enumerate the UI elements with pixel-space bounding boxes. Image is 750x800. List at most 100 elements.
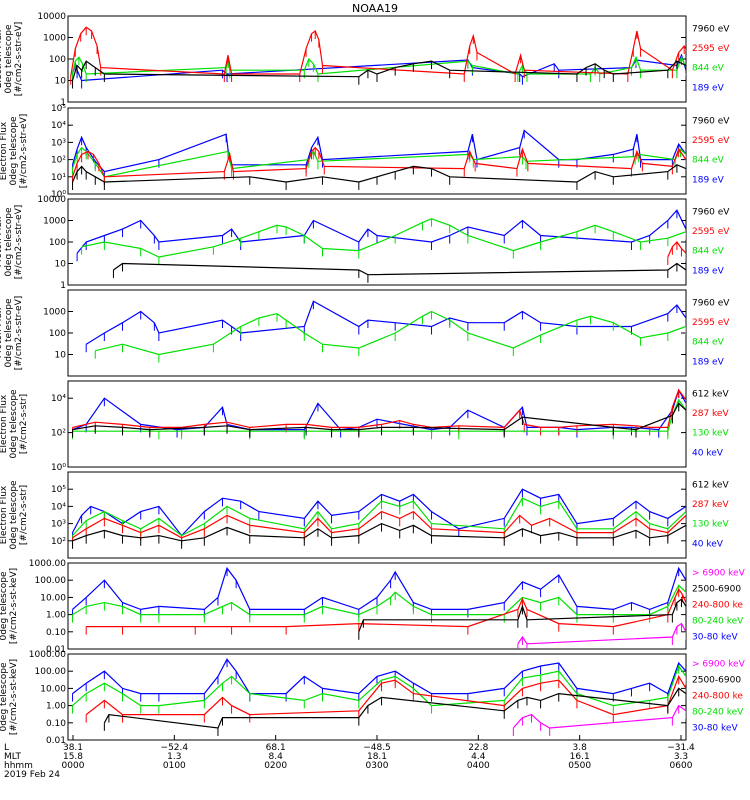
series-line-red xyxy=(72,510,686,539)
series-line-red xyxy=(85,675,686,716)
x-row-label: MLT xyxy=(4,752,22,762)
series-group xyxy=(72,388,686,440)
y-tick-label: 10.00 xyxy=(40,684,66,694)
y-tick-label: 10 xyxy=(55,260,67,270)
series-line-magenta xyxy=(517,622,686,645)
y-tick-label: 100 xyxy=(49,55,66,65)
series-line-black xyxy=(113,262,686,276)
legend-entry: 2595 eV xyxy=(692,136,730,146)
x-row-value: 4.4 xyxy=(471,752,486,762)
legend-entry: 189 eV xyxy=(692,357,725,367)
legend-entry: > 6900 keV xyxy=(692,569,746,579)
legend-entry: 189 eV xyxy=(692,175,725,185)
series-group xyxy=(76,209,686,283)
y-tick-label: 10⁵ xyxy=(51,104,66,114)
legend-entry: > 6900 keV xyxy=(692,660,746,670)
series-line-magenta xyxy=(512,704,686,729)
legend-entry: 612 keV xyxy=(692,481,729,491)
y-label-line: [#/cm2-s-st-keV] xyxy=(9,659,19,735)
legend-entry: 130 keV xyxy=(692,429,729,439)
y-label-line: Proton Flux xyxy=(0,307,4,358)
x-row-label: hhmm xyxy=(4,761,33,771)
legend-entry: 844 eV xyxy=(692,338,725,348)
y-tick-label: 10⁴ xyxy=(51,394,66,404)
legend-entry: 7960 eV xyxy=(692,117,730,127)
series-line-green xyxy=(95,310,686,356)
y-tick-label: 100 xyxy=(49,329,66,339)
y-label-line: Electron Flux xyxy=(0,394,9,453)
y-label-line: [#/cm2-s-st-keV] xyxy=(9,568,19,644)
legend-entry: 287 keV xyxy=(692,500,729,510)
legend-entry: 240-800 ke xyxy=(692,692,743,702)
x-row-label: L xyxy=(4,743,9,753)
y-label-line: 0deg telescope xyxy=(0,571,9,641)
y-tick-label: 10 xyxy=(55,77,67,87)
series-line-black xyxy=(103,687,686,729)
y-label-line: 0deg telescope xyxy=(9,480,19,550)
panel-7: 0.01 0.10 1.00 10.00 100.00 1000.00 0deg teles… xyxy=(0,559,746,655)
y-tick-label: 10000 xyxy=(37,12,66,22)
y-tick-label: 1000 xyxy=(43,34,66,44)
legend-entry: 80-240 keV xyxy=(692,708,744,718)
y-label-line: Electron Flux xyxy=(0,121,9,180)
series-group xyxy=(71,129,686,190)
x-row-value: −48.5 xyxy=(363,743,391,753)
x-row-value: 0200 xyxy=(264,761,287,771)
y-label-line: Electron Flux xyxy=(0,485,9,544)
legend-entry: 130 keV xyxy=(692,520,729,530)
legend-entry: 7960 eV xyxy=(692,299,730,309)
series-line-green xyxy=(72,584,686,616)
series-group xyxy=(72,658,686,736)
y-tick-label: 10⁰ xyxy=(51,463,66,473)
x-row-value: 18.1 xyxy=(367,752,387,762)
y-label-line: [#/cm2-s-str] xyxy=(19,394,29,454)
y-label-line: [#/cm2-s-str-eV] xyxy=(14,296,24,371)
y-tick-label: 1000 xyxy=(43,308,66,318)
y-tick-label: 1000.00 xyxy=(29,559,66,569)
panel-frame xyxy=(67,15,687,103)
figure-title: NOAA19 xyxy=(352,2,398,15)
y-tick-label: 10 xyxy=(55,351,67,361)
y-label-line: 0deg telescope xyxy=(4,298,14,368)
x-row-value: 0400 xyxy=(467,761,490,771)
legend-entry: 30-80 keV xyxy=(692,723,738,733)
y-tick-label: 0.10 xyxy=(46,628,66,638)
y-tick-label: 10² xyxy=(51,537,66,547)
panel-4: 10 100 1000 Proton Flux 0deg telescope [#/cm2… xyxy=(0,289,730,377)
x-row-value: 0500 xyxy=(568,761,591,771)
legend-entry: 189 eV xyxy=(692,266,725,276)
y-label-line: [#/cm2-s-str] xyxy=(19,485,29,545)
x-row-value: 15.8 xyxy=(63,752,83,762)
series-line-green xyxy=(81,218,686,258)
series-line-blue xyxy=(71,53,686,82)
legend-entry: 2595 eV xyxy=(692,227,730,237)
series-line-green xyxy=(71,55,686,75)
series-line-blue xyxy=(76,209,686,254)
legend-entry: 2595 eV xyxy=(692,44,730,54)
y-label-line: [#/cm2-s-str-eV] xyxy=(14,22,24,97)
y-tick-label: 10² xyxy=(51,429,66,439)
series-line-blue xyxy=(72,388,686,431)
y-tick-label: 1 xyxy=(60,98,66,108)
panel-8: 0.01 0.10 1.00 10.00 100.00 1000.00 0deg teles… xyxy=(0,650,746,746)
series-line-green xyxy=(72,497,686,537)
y-tick-label: 10³ xyxy=(51,138,66,148)
series-line-green xyxy=(72,398,686,432)
x-row-value: 1.3 xyxy=(167,752,181,762)
series-group xyxy=(70,26,686,89)
y-tick-label: 100.00 xyxy=(35,667,67,677)
series-group xyxy=(72,566,686,649)
y-tick-label: 10000 xyxy=(37,195,66,205)
y-tick-label: 1 xyxy=(60,281,66,291)
x-axis: L 38.1 −52.4 68.1 −48.5 22.8 3.8 −31.4 MLT 15.8 1.… xyxy=(4,735,695,780)
y-tick-label: 1.00 xyxy=(46,611,66,621)
y-label-line: 0deg telescope xyxy=(9,116,19,186)
x-row-value: 3.3 xyxy=(674,752,688,762)
panel-frame xyxy=(67,107,687,195)
y-label-line: [#/cm2-s-str-eV] xyxy=(19,114,29,189)
date-label: 2019 Feb 24 xyxy=(4,770,60,780)
y-tick-label: 0.01 xyxy=(46,645,66,655)
y-tick-label: 10² xyxy=(51,156,66,166)
